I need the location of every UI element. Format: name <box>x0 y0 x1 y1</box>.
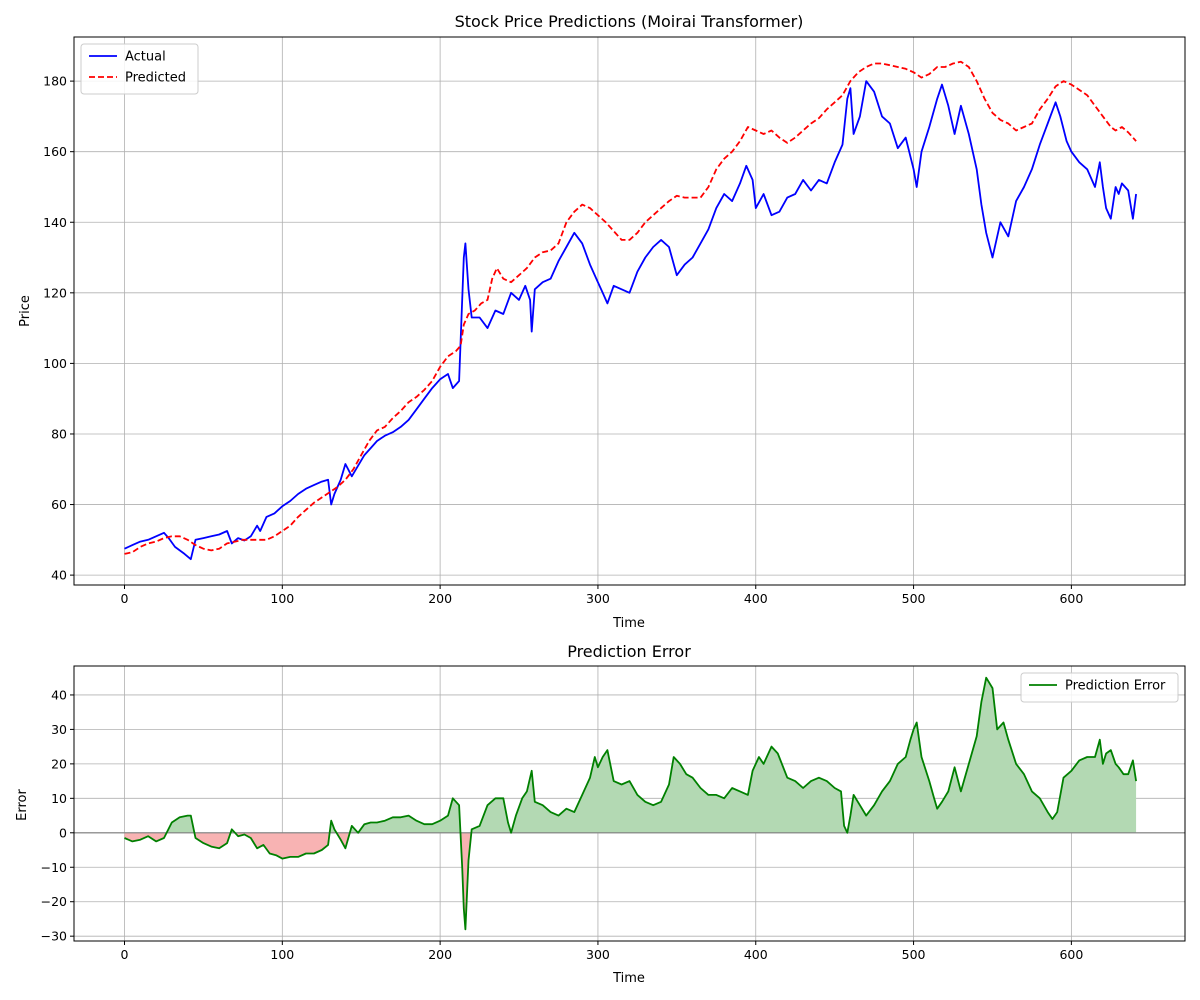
error-chart-title: Prediction Error <box>567 642 691 661</box>
error-chart-x-tick-label: 200 <box>428 947 452 962</box>
price-chart-x-tick-label: 500 <box>902 591 926 606</box>
price-chart-x-ticks: 0 100 200 300 400 500 600 <box>121 585 1083 606</box>
error-chart-legend-label: Prediction Error <box>1065 679 1166 694</box>
price-chart-lines <box>124 60 1137 561</box>
price-chart-grid <box>74 37 1185 585</box>
price-chart-y-ticks: 40 60 80 100 120 140 160 180 <box>43 74 74 583</box>
price-chart-x-tick-label: 600 <box>1059 591 1083 606</box>
error-chart-y-tick-label: −30 <box>41 929 67 944</box>
error-chart-y-tick-label: 40 <box>51 687 67 702</box>
error-chart-y-tick-label: 10 <box>51 791 67 806</box>
error-chart-y-tick-label: 20 <box>51 756 67 771</box>
error-chart-y-tick-label: −20 <box>41 894 67 909</box>
error-chart-x-tick-label: 600 <box>1059 947 1083 962</box>
price-chart-y-tick-label: 80 <box>51 426 67 441</box>
price-chart-series-line-actual <box>124 80 1137 561</box>
error-chart-legend: Prediction Error <box>1020 672 1179 703</box>
error-chart-x-tick-label: 500 <box>902 947 926 962</box>
price-chart-plot-frame <box>73 36 1186 586</box>
error-chart-x-tick-label: 100 <box>270 947 294 962</box>
price-chart-y-tick-label: 160 <box>43 144 67 159</box>
price-chart-y-tick-label: 180 <box>43 74 67 89</box>
error-chart-x-tick-label: 0 <box>121 947 129 962</box>
price-chart-y-tick-label: 60 <box>51 497 67 512</box>
price-chart-x-tick-label: 0 <box>121 591 129 606</box>
price-chart-x-tick-label: 200 <box>428 591 452 606</box>
error-chart-lines <box>74 676 1185 931</box>
error-chart-x-tick-label: 400 <box>744 947 768 962</box>
price-chart-x-tick-label: 100 <box>270 591 294 606</box>
error-chart-x-tick-label: 300 <box>586 947 610 962</box>
error-chart-y-axis-label: Error <box>15 789 30 821</box>
error-chart-y-tick-label: 30 <box>51 722 67 737</box>
price-chart-legend: Actual Predicted <box>80 43 199 95</box>
price-chart-legend-label: Predicted <box>125 71 186 86</box>
price-chart-y-tick-label: 140 <box>43 215 67 230</box>
error-chart-y-tick-label: −10 <box>41 860 67 875</box>
error-chart-plot-frame <box>73 665 1186 942</box>
error-chart-y-tick-label: 0 <box>59 825 67 840</box>
error-chart-series-line-prediction-error <box>124 676 1137 931</box>
price-chart-series-line-predicted <box>124 60 1137 555</box>
error-chart-positive-error-fill <box>166 815 195 833</box>
price-chart-y-tick-label: 40 <box>51 568 67 583</box>
error-chart-negative-error-fill <box>194 832 231 849</box>
price-chart: Stock Price Predictions (Moirai Transfor… <box>18 12 1186 631</box>
error-chart: Prediction Error 0 100 200 300 400 500 600 −30… <box>15 642 1186 986</box>
error-chart-positive-error-fill <box>471 677 1137 833</box>
price-chart-legend-label: Actual <box>125 50 166 65</box>
price-chart-x-tick-label: 400 <box>744 591 768 606</box>
price-chart-x-tick-label: 300 <box>586 591 610 606</box>
price-chart-y-axis-label: Price <box>18 295 33 327</box>
error-chart-x-axis-label: Time <box>612 971 645 986</box>
error-chart-x-ticks: 0 100 200 300 400 500 600 <box>121 941 1083 962</box>
error-chart-negative-error-fill <box>234 832 330 859</box>
price-chart-title: Stock Price Predictions (Moirai Transfor… <box>455 12 804 31</box>
error-chart-y-ticks: −30 −20 −10 0 10 20 30 40 <box>41 687 74 944</box>
price-chart-y-tick-label: 100 <box>43 356 67 371</box>
error-chart-legend-box <box>1020 672 1179 703</box>
price-chart-y-tick-label: 120 <box>43 285 67 300</box>
price-chart-x-axis-label: Time <box>612 616 645 631</box>
